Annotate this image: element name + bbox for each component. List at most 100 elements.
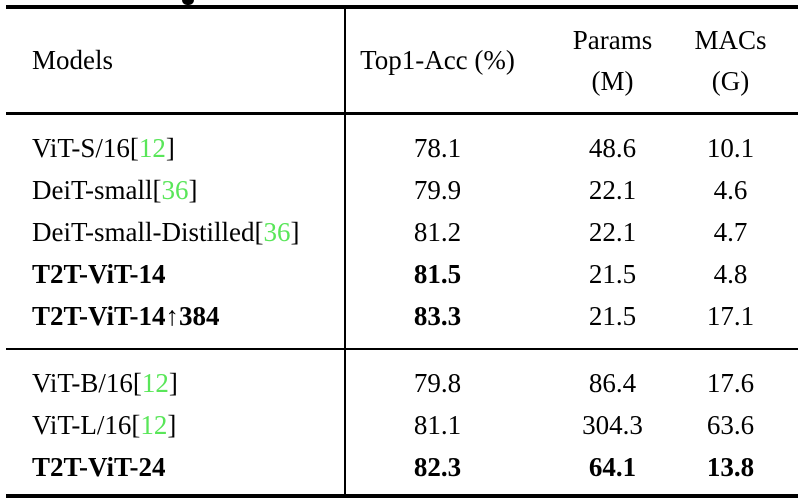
acc-value-cell: 81.2 xyxy=(345,212,530,254)
model-cell: DeiT-small-Distilled [36] xyxy=(6,212,345,254)
citation-link[interactable]: 12 xyxy=(138,133,166,163)
acc-value-cell: 79.8 xyxy=(345,362,530,404)
macs-value: 17.1 xyxy=(706,301,755,331)
header-top1acc-label: Top1-Acc (%) xyxy=(360,45,515,75)
citation-close-bracket: ] xyxy=(188,175,198,205)
citation-open-bracket: [ xyxy=(132,367,142,398)
params-value-cell: 64.1 xyxy=(530,446,695,488)
table-row: T2T-ViT-14↑384 83.3 21.5 17.1 xyxy=(6,296,798,338)
acc-value: 81.5 xyxy=(413,259,462,289)
model-cell: ViT-S/16 [12] xyxy=(6,128,345,170)
model-label: T2T-ViT-14 xyxy=(32,259,166,289)
model-label: T2T-ViT-24 xyxy=(32,451,166,482)
model-cell: ViT-B/16 [12] xyxy=(6,362,345,404)
acc-value: 79.9 xyxy=(413,175,462,205)
citation-link[interactable]: 36 xyxy=(161,175,189,205)
header-params-label: Params (M) xyxy=(572,24,653,96)
header-models-label: Models xyxy=(32,45,113,75)
citation-close-bracket: ] xyxy=(165,133,175,163)
macs-value: 4.7 xyxy=(713,217,748,247)
table-group-baselines-large: ViT-B/16 [12] 79.8 86.4 17.6 ViT-L/16 [12] 81… xyxy=(6,350,798,494)
citation-open-bracket: [ xyxy=(131,409,141,440)
citation-open-bracket: [ xyxy=(254,217,264,247)
params-value: 86.4 xyxy=(588,367,637,398)
params-value: 48.6 xyxy=(588,133,637,163)
table-row: ViT-L/16 [12] 81.1 304.3 63.6 xyxy=(6,404,798,446)
caption-text-fragment xyxy=(182,0,194,5)
macs-value-cell: 17.1 xyxy=(695,296,798,338)
table-top-rule xyxy=(6,5,798,9)
params-value: 64.1 xyxy=(588,451,637,482)
acc-value-cell: 83.3 xyxy=(345,296,530,338)
table-row: DeiT-small [36] 79.9 22.1 4.6 xyxy=(6,170,798,212)
params-value: 22.1 xyxy=(588,217,637,247)
params-value: 22.1 xyxy=(588,175,637,205)
macs-value: 4.6 xyxy=(713,175,748,205)
acc-value: 83.3 xyxy=(413,301,462,331)
table-row: ViT-S/16 [12] 78.1 48.6 10.1 xyxy=(6,128,798,170)
citation-link[interactable]: 12 xyxy=(140,409,168,440)
model-label: T2T-ViT-14↑384 xyxy=(32,301,220,331)
acc-value-cell: 82.3 xyxy=(345,446,530,488)
acc-value-cell: 81.5 xyxy=(345,254,530,296)
acc-value: 79.8 xyxy=(413,367,462,398)
header-top1acc-cell: Top1-Acc (%) xyxy=(345,9,530,112)
column-divider xyxy=(344,9,346,494)
acc-value-cell: 78.1 xyxy=(345,128,530,170)
table-row: T2T-ViT-14 81.5 21.5 4.8 xyxy=(6,254,798,296)
acc-value: 82.3 xyxy=(413,451,462,482)
citation-close-bracket: ] xyxy=(290,217,300,247)
citation-open-bracket: [ xyxy=(152,175,162,205)
table-bottom-rule xyxy=(6,494,798,498)
params-value: 21.5 xyxy=(588,301,637,331)
params-value-cell: 304.3 xyxy=(530,404,695,446)
acc-value: 81.2 xyxy=(413,217,462,247)
model-cell: ViT-L/16 [12] xyxy=(6,404,345,446)
header-macs-cell: MACs (G) xyxy=(694,9,798,112)
table-group-baselines-small: ViT-S/16 [12] 78.1 48.6 10.1 DeiT-small [36]… xyxy=(6,115,798,348)
table-row: DeiT-small-Distilled [36] 81.2 22.1 4.7 xyxy=(6,212,798,254)
macs-value-cell: 63.6 xyxy=(695,404,798,446)
model-label: ViT-L/16 xyxy=(32,409,132,440)
params-value: 304.3 xyxy=(582,409,643,440)
params-value-cell: 86.4 xyxy=(530,362,695,404)
macs-value-cell: 4.6 xyxy=(695,170,798,212)
model-label: DeiT-small xyxy=(32,175,153,205)
macs-value: 63.6 xyxy=(706,409,755,440)
table-row: T2T-ViT-24 82.3 64.1 13.8 xyxy=(6,446,798,488)
model-cell: DeiT-small [36] xyxy=(6,170,345,212)
params-value-cell: 22.1 xyxy=(530,170,695,212)
params-value-cell: 48.6 xyxy=(530,128,695,170)
model-label: ViT-S/16 xyxy=(32,133,130,163)
model-cell: T2T-ViT-14↑384 xyxy=(6,296,345,338)
macs-value-cell: 4.7 xyxy=(695,212,798,254)
citation-link[interactable]: 12 xyxy=(141,367,169,398)
macs-value: 10.1 xyxy=(706,133,755,163)
model-cell: T2T-ViT-24 xyxy=(6,446,345,488)
macs-value-cell: 4.8 xyxy=(695,254,798,296)
citation-link[interactable]: 36 xyxy=(263,217,291,247)
macs-value: 4.8 xyxy=(713,259,748,289)
macs-value: 17.6 xyxy=(706,367,755,398)
results-table: Models Top1-Acc (%) Params (M) MACs (G) … xyxy=(6,5,798,498)
table-mid-rule-2 xyxy=(6,347,798,350)
params-value-cell: 21.5 xyxy=(530,254,695,296)
acc-value-cell: 79.9 xyxy=(345,170,530,212)
table-mid-rule-1 xyxy=(6,112,798,115)
header-models-cell: Models xyxy=(6,9,345,112)
acc-value: 81.1 xyxy=(413,409,462,440)
macs-value: 13.8 xyxy=(706,451,755,482)
citation-close-bracket: ] xyxy=(168,367,178,398)
model-cell: T2T-ViT-14 xyxy=(6,254,345,296)
macs-value-cell: 13.8 xyxy=(695,446,798,488)
citation-close-bracket: ] xyxy=(167,409,177,440)
model-label: ViT-B/16 xyxy=(32,367,133,398)
header-params-cell: Params (M) xyxy=(530,9,695,112)
citation-open-bracket: [ xyxy=(129,133,139,163)
params-value: 21.5 xyxy=(588,259,637,289)
acc-value-cell: 81.1 xyxy=(345,404,530,446)
header-macs-label: MACs (G) xyxy=(694,24,767,96)
macs-value-cell: 10.1 xyxy=(695,128,798,170)
params-value-cell: 21.5 xyxy=(530,296,695,338)
